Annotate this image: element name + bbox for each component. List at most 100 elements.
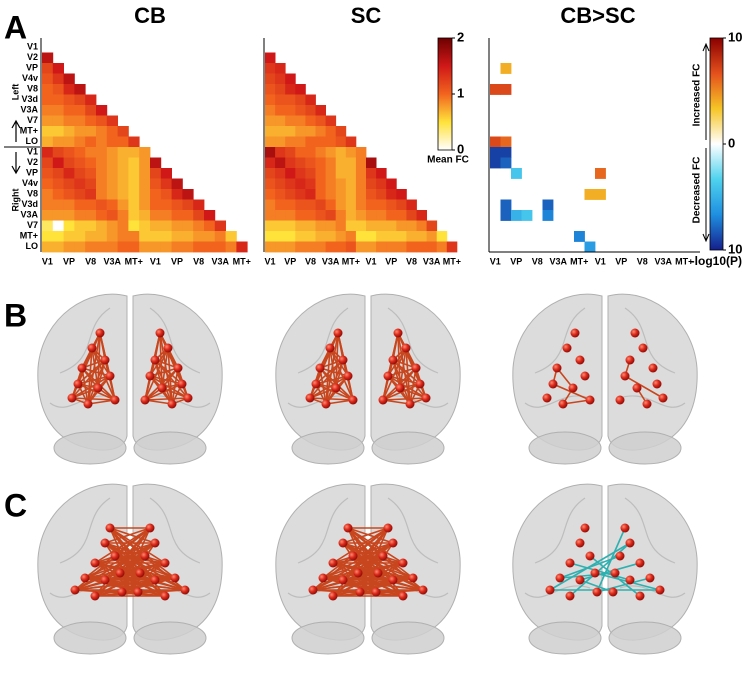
- heatmap-cell: [500, 147, 512, 158]
- heatmap-cell: [500, 157, 512, 169]
- heatmap-cell: [315, 178, 326, 190]
- brain-node: [180, 585, 190, 595]
- heatmap-cell: [335, 136, 347, 148]
- heatmap-cell: [275, 94, 286, 106]
- heatmap-cell: [265, 115, 276, 127]
- heatmap-cell: [490, 157, 501, 169]
- connection: [325, 332, 339, 405]
- brain-node: [638, 343, 648, 353]
- brain-node: [135, 568, 145, 578]
- x-tick-label: V3A: [211, 256, 229, 266]
- heatmap-cell: [42, 52, 54, 64]
- heatmap-cell: [386, 220, 397, 232]
- heatmap-cell: [345, 220, 357, 232]
- heatmap-cell: [305, 126, 316, 137]
- x-tick-label: V1: [490, 256, 501, 266]
- x-tick-label: VP: [63, 256, 75, 266]
- y-tick-label: V3d: [21, 199, 38, 209]
- heatmap-cell: [74, 189, 86, 200]
- heatmap-cell: [315, 126, 326, 137]
- x-tick-label: V1: [595, 256, 606, 266]
- cerebellum: [291, 621, 365, 655]
- cerebellum: [371, 621, 445, 655]
- heatmap-cell: [325, 220, 337, 232]
- heatmap-cell: [85, 147, 97, 158]
- heatmap-cell: [295, 168, 306, 179]
- heatmap-cell: [63, 210, 75, 221]
- connection: [359, 555, 384, 593]
- brain-node: [163, 343, 173, 353]
- brain-node: [405, 399, 415, 409]
- y-tick-label: MT+: [20, 126, 38, 136]
- heatmap-cell: [396, 199, 407, 211]
- brain-node: [157, 383, 167, 393]
- heatmap-cell: [305, 94, 316, 106]
- heatmap-cell: [335, 189, 347, 200]
- heatmap-cell: [376, 241, 387, 253]
- heatmap-cell: [265, 168, 276, 179]
- brain-node: [70, 585, 80, 595]
- brain-node: [555, 573, 565, 583]
- brain-node: [378, 395, 388, 405]
- heatmap-cell: [85, 94, 97, 106]
- brain-node: [558, 399, 568, 409]
- connection: [94, 527, 151, 564]
- heatmap-cell: [275, 220, 286, 232]
- heatmap-cell: [325, 241, 337, 253]
- brain-node: [105, 371, 115, 381]
- brain-node: [615, 551, 625, 561]
- x-tick-label: V1: [150, 256, 161, 266]
- heatmap-cell: [63, 94, 75, 106]
- colorbar-label: Mean FC: [427, 155, 469, 166]
- brain-node: [415, 379, 425, 389]
- connection: [315, 375, 349, 385]
- heatmap-cell: [285, 73, 296, 85]
- y-tick-label: V4v: [22, 73, 38, 83]
- brain-node: [393, 328, 403, 338]
- heatmap-cell: [275, 178, 286, 190]
- heatmap-cell: [225, 241, 237, 253]
- chart-title: CB>SC: [560, 3, 635, 28]
- brain-node: [608, 587, 618, 597]
- heatmap-cell: [355, 231, 367, 242]
- brain-node: [565, 591, 575, 601]
- y-tick-label: V8: [27, 84, 38, 94]
- connection: [312, 542, 394, 591]
- heatmap-cell: [106, 241, 118, 253]
- heatmap-cell: [96, 157, 108, 169]
- heatmap-cell: [265, 52, 276, 64]
- heatmap-cell: [74, 94, 86, 106]
- heatmap-cell: [335, 210, 347, 221]
- heatmap-cell: [63, 178, 75, 190]
- y-tick-label: V3A: [20, 105, 38, 115]
- heatmap-cell: [74, 157, 86, 169]
- heatmap-cell: [345, 189, 357, 200]
- brain-node: [648, 363, 658, 373]
- x-tick-label: V3A: [322, 256, 340, 266]
- colorbar-upper-label: Increased FC: [692, 64, 703, 127]
- heatmap-cell: [106, 178, 118, 190]
- brain-node: [80, 573, 90, 583]
- x-tick-label: MT+: [342, 256, 360, 266]
- connection: [77, 375, 111, 385]
- heatmap-cell: [275, 105, 286, 116]
- connection: [121, 555, 146, 593]
- heatmap-cell: [160, 168, 172, 179]
- heatmap-cell: [117, 147, 129, 158]
- heatmap-cell: [315, 147, 326, 158]
- heatmap-cell: [285, 220, 296, 232]
- heatmap-cell: [63, 115, 75, 127]
- heatmap-cell: [275, 157, 286, 169]
- heatmap-cell: [74, 105, 86, 116]
- heatmap-cell: [63, 199, 75, 211]
- heatmap-cell: [315, 105, 326, 116]
- x-tick-label: VP: [171, 256, 183, 266]
- heatmap-cell: [490, 147, 501, 158]
- heatmap-cell: [160, 241, 172, 253]
- heatmap-cell: [128, 210, 140, 221]
- brain-node: [95, 328, 105, 338]
- heatmap-cell: [204, 210, 216, 221]
- heatmap-cell: [128, 220, 140, 232]
- brain-node: [620, 523, 630, 533]
- x-tick-label: V3A: [549, 256, 567, 266]
